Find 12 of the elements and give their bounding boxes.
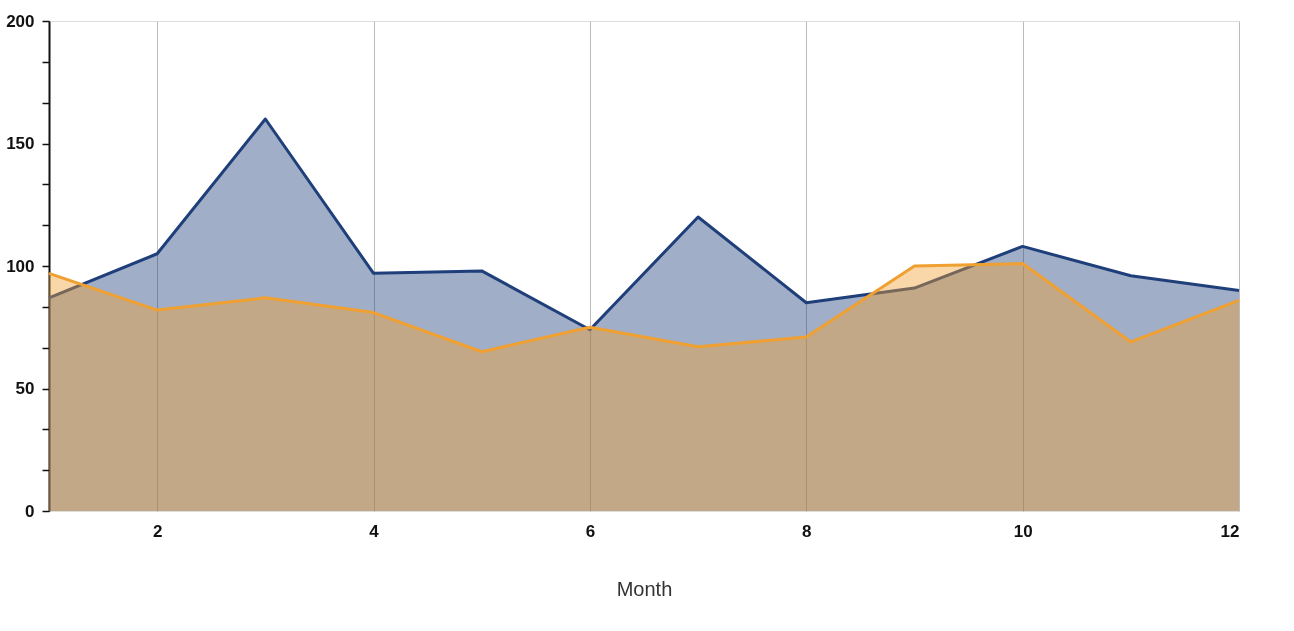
y-tick-label: 0 — [25, 501, 35, 521]
x-tick-label: 10 — [1013, 521, 1033, 541]
x-tick-label: 4 — [369, 521, 380, 541]
y-tick-label: 150 — [6, 134, 35, 153]
x-tick-label: 8 — [802, 521, 812, 541]
y-tick-label: 100 — [6, 256, 35, 276]
x-tick-label: 6 — [585, 521, 596, 541]
x-tick-label: 2 — [152, 521, 163, 541]
y-tick-label: 200 — [6, 11, 35, 31]
y-tick-label: 50 — [15, 379, 35, 398]
x-tick-label: 12 — [1220, 521, 1240, 541]
x-axis-title: Month — [616, 577, 673, 600]
